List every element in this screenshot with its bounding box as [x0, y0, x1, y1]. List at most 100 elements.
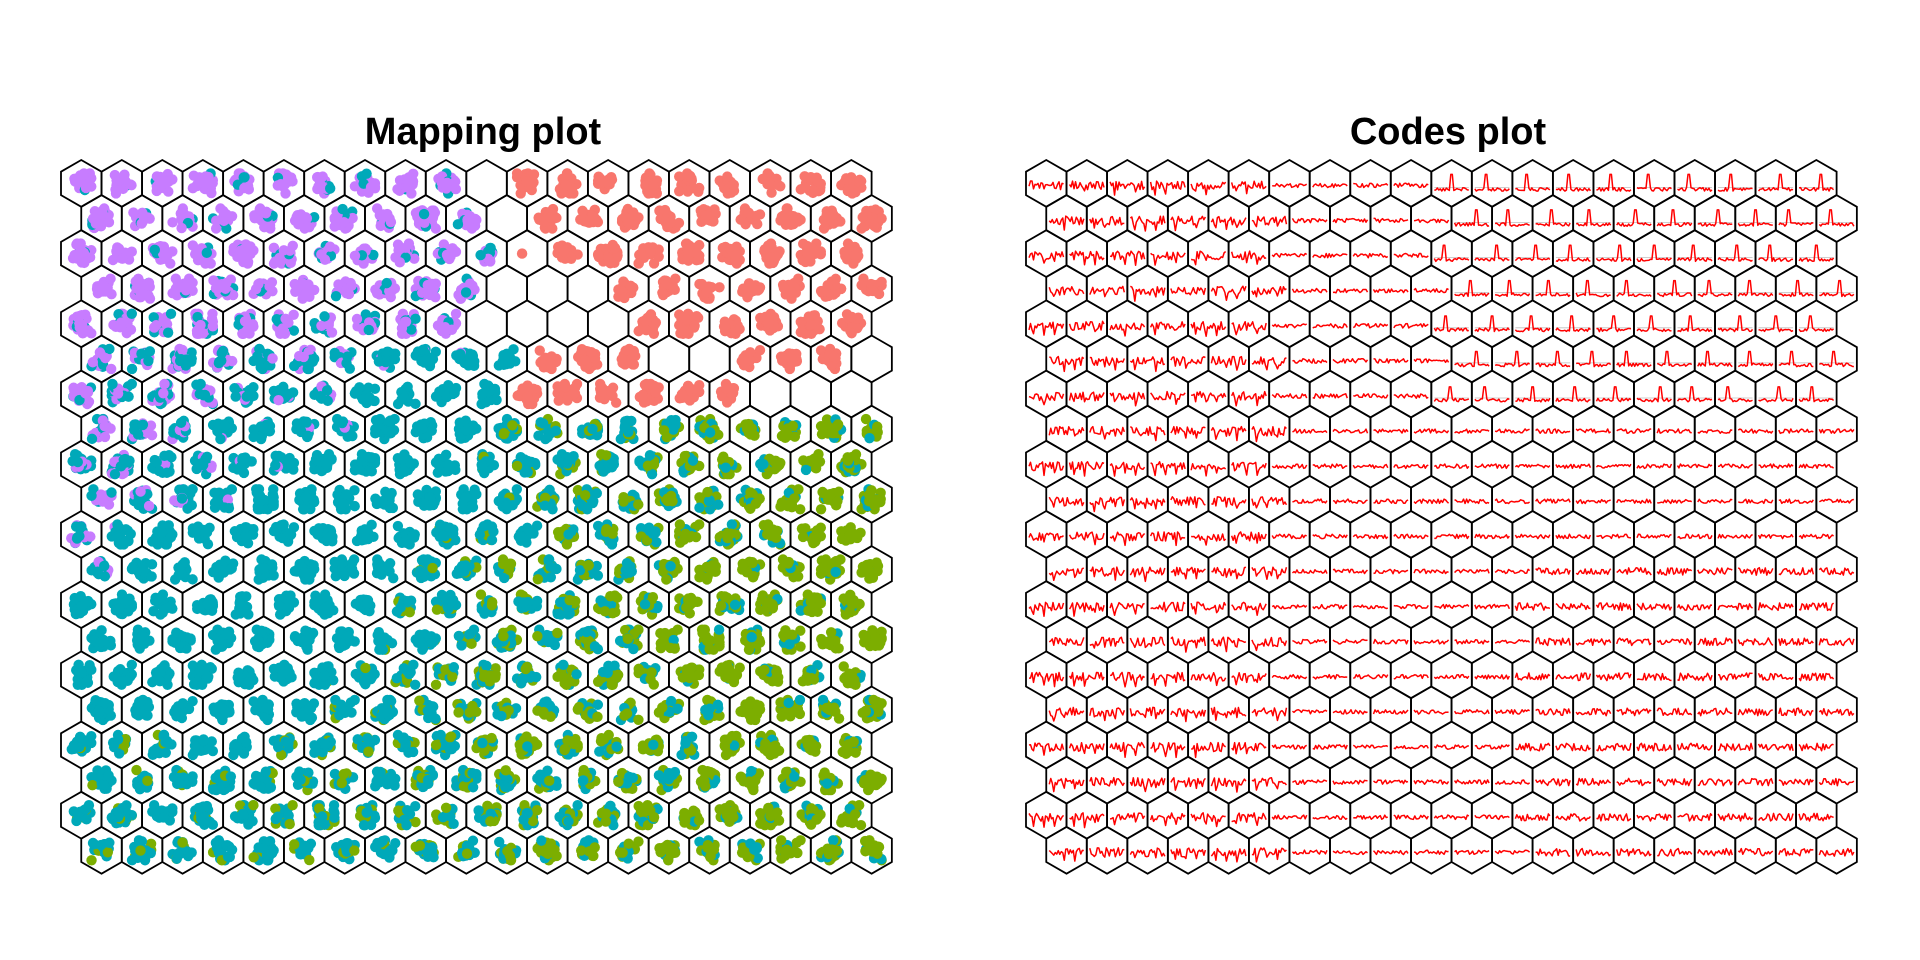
mapping-cell — [627, 509, 670, 559]
mapping-point — [815, 178, 826, 189]
mapping-point — [674, 171, 685, 182]
mapping-point — [642, 460, 654, 471]
mapping-point — [341, 489, 352, 500]
mapping-cell — [100, 509, 143, 559]
mapping-point — [125, 528, 136, 540]
mapping-point — [451, 350, 462, 361]
mapping-cell — [749, 299, 792, 349]
mapping-cell — [100, 439, 143, 489]
mapping-cell — [586, 158, 630, 208]
mapping-cell — [445, 404, 488, 454]
mapping-point — [331, 413, 343, 425]
mapping-point — [287, 176, 298, 187]
mapping-point — [776, 497, 788, 508]
mapping-point — [648, 180, 659, 191]
mapping-hex — [505, 299, 549, 349]
mapping-point — [726, 519, 738, 530]
mapping-point — [381, 346, 393, 358]
mapping-cell — [262, 158, 306, 208]
mapping-cell — [141, 509, 184, 559]
mapping-point — [502, 357, 513, 368]
mapping-point — [605, 386, 617, 398]
mapping-point — [158, 388, 169, 399]
mapping-point — [410, 313, 421, 325]
mapping-cell — [141, 439, 184, 489]
mapping-point — [324, 241, 336, 252]
mapping-cell — [242, 264, 285, 314]
mapping-point — [312, 171, 323, 183]
mapping-point — [324, 183, 336, 194]
mapping-point — [637, 390, 649, 401]
mapping-point — [876, 276, 887, 288]
mapping-cell — [728, 474, 772, 524]
mapping-point — [809, 452, 821, 464]
mapping-point — [298, 351, 309, 363]
mapping-cell — [728, 264, 772, 314]
mapping-cell — [60, 229, 103, 279]
mapping-cell — [708, 158, 751, 208]
mapping-point — [291, 418, 303, 429]
mapping-cell — [526, 334, 569, 384]
mapping-cell — [546, 439, 589, 489]
mapping-point — [822, 279, 833, 291]
mapping-point — [110, 188, 122, 199]
mapping-point — [247, 529, 259, 540]
mapping-cell — [607, 194, 650, 243]
mapping-point — [167, 217, 178, 228]
mapping-point — [539, 500, 551, 511]
mapping-point — [116, 317, 127, 329]
mapping-cell — [708, 509, 751, 559]
mapping-point — [778, 214, 790, 225]
mapping-cell — [242, 334, 285, 384]
mapping-point — [248, 431, 259, 443]
mapping-point — [126, 308, 137, 319]
mapping-cell — [728, 404, 772, 454]
mapping-cell — [505, 439, 549, 489]
mapping-point — [239, 316, 251, 327]
mapping-point — [725, 528, 736, 539]
mapping-point — [449, 387, 460, 399]
mapping-cell — [830, 369, 873, 419]
mapping-point — [674, 519, 686, 530]
mapping-cell — [647, 264, 691, 314]
mapping-point — [763, 318, 775, 329]
mapping-point — [789, 493, 800, 504]
mapping-hex — [465, 158, 508, 208]
mapping-point — [384, 426, 395, 437]
mapping-cell — [647, 404, 691, 454]
mapping-point — [107, 378, 118, 390]
mapping-point — [587, 423, 598, 435]
mapping-point — [337, 203, 348, 215]
mapping-point — [662, 493, 673, 504]
mapping-point — [619, 292, 630, 304]
mapping-cell — [607, 264, 650, 314]
mapping-cell — [586, 299, 630, 349]
mapping-point — [370, 423, 381, 435]
mapping-cell — [505, 229, 549, 279]
mapping-cell — [222, 509, 265, 559]
mapping-cell — [60, 509, 103, 559]
mapping-point — [238, 256, 249, 268]
mapping-cell — [546, 299, 589, 349]
mapping-point — [511, 168, 523, 179]
mapping-point — [137, 419, 149, 430]
mapping-point — [771, 462, 782, 473]
mapping-point — [592, 175, 604, 187]
mapping-cell — [100, 158, 143, 208]
mapping-cell — [566, 474, 610, 524]
mapping-cell — [566, 194, 610, 243]
mapping-point — [691, 247, 703, 259]
mapping-point — [511, 460, 523, 472]
mapping-cell — [181, 299, 225, 349]
mapping-point — [577, 205, 588, 217]
mapping-point — [633, 212, 644, 223]
mapping-cell — [424, 158, 468, 208]
mapping-point — [244, 384, 255, 396]
mapping-point — [126, 363, 138, 375]
mapping-cell — [343, 509, 387, 559]
mapping-cell — [749, 369, 792, 419]
mapping-point — [309, 525, 320, 537]
mapping-cell — [465, 299, 508, 349]
mapping-point — [563, 529, 574, 540]
mapping-cell — [364, 334, 407, 384]
